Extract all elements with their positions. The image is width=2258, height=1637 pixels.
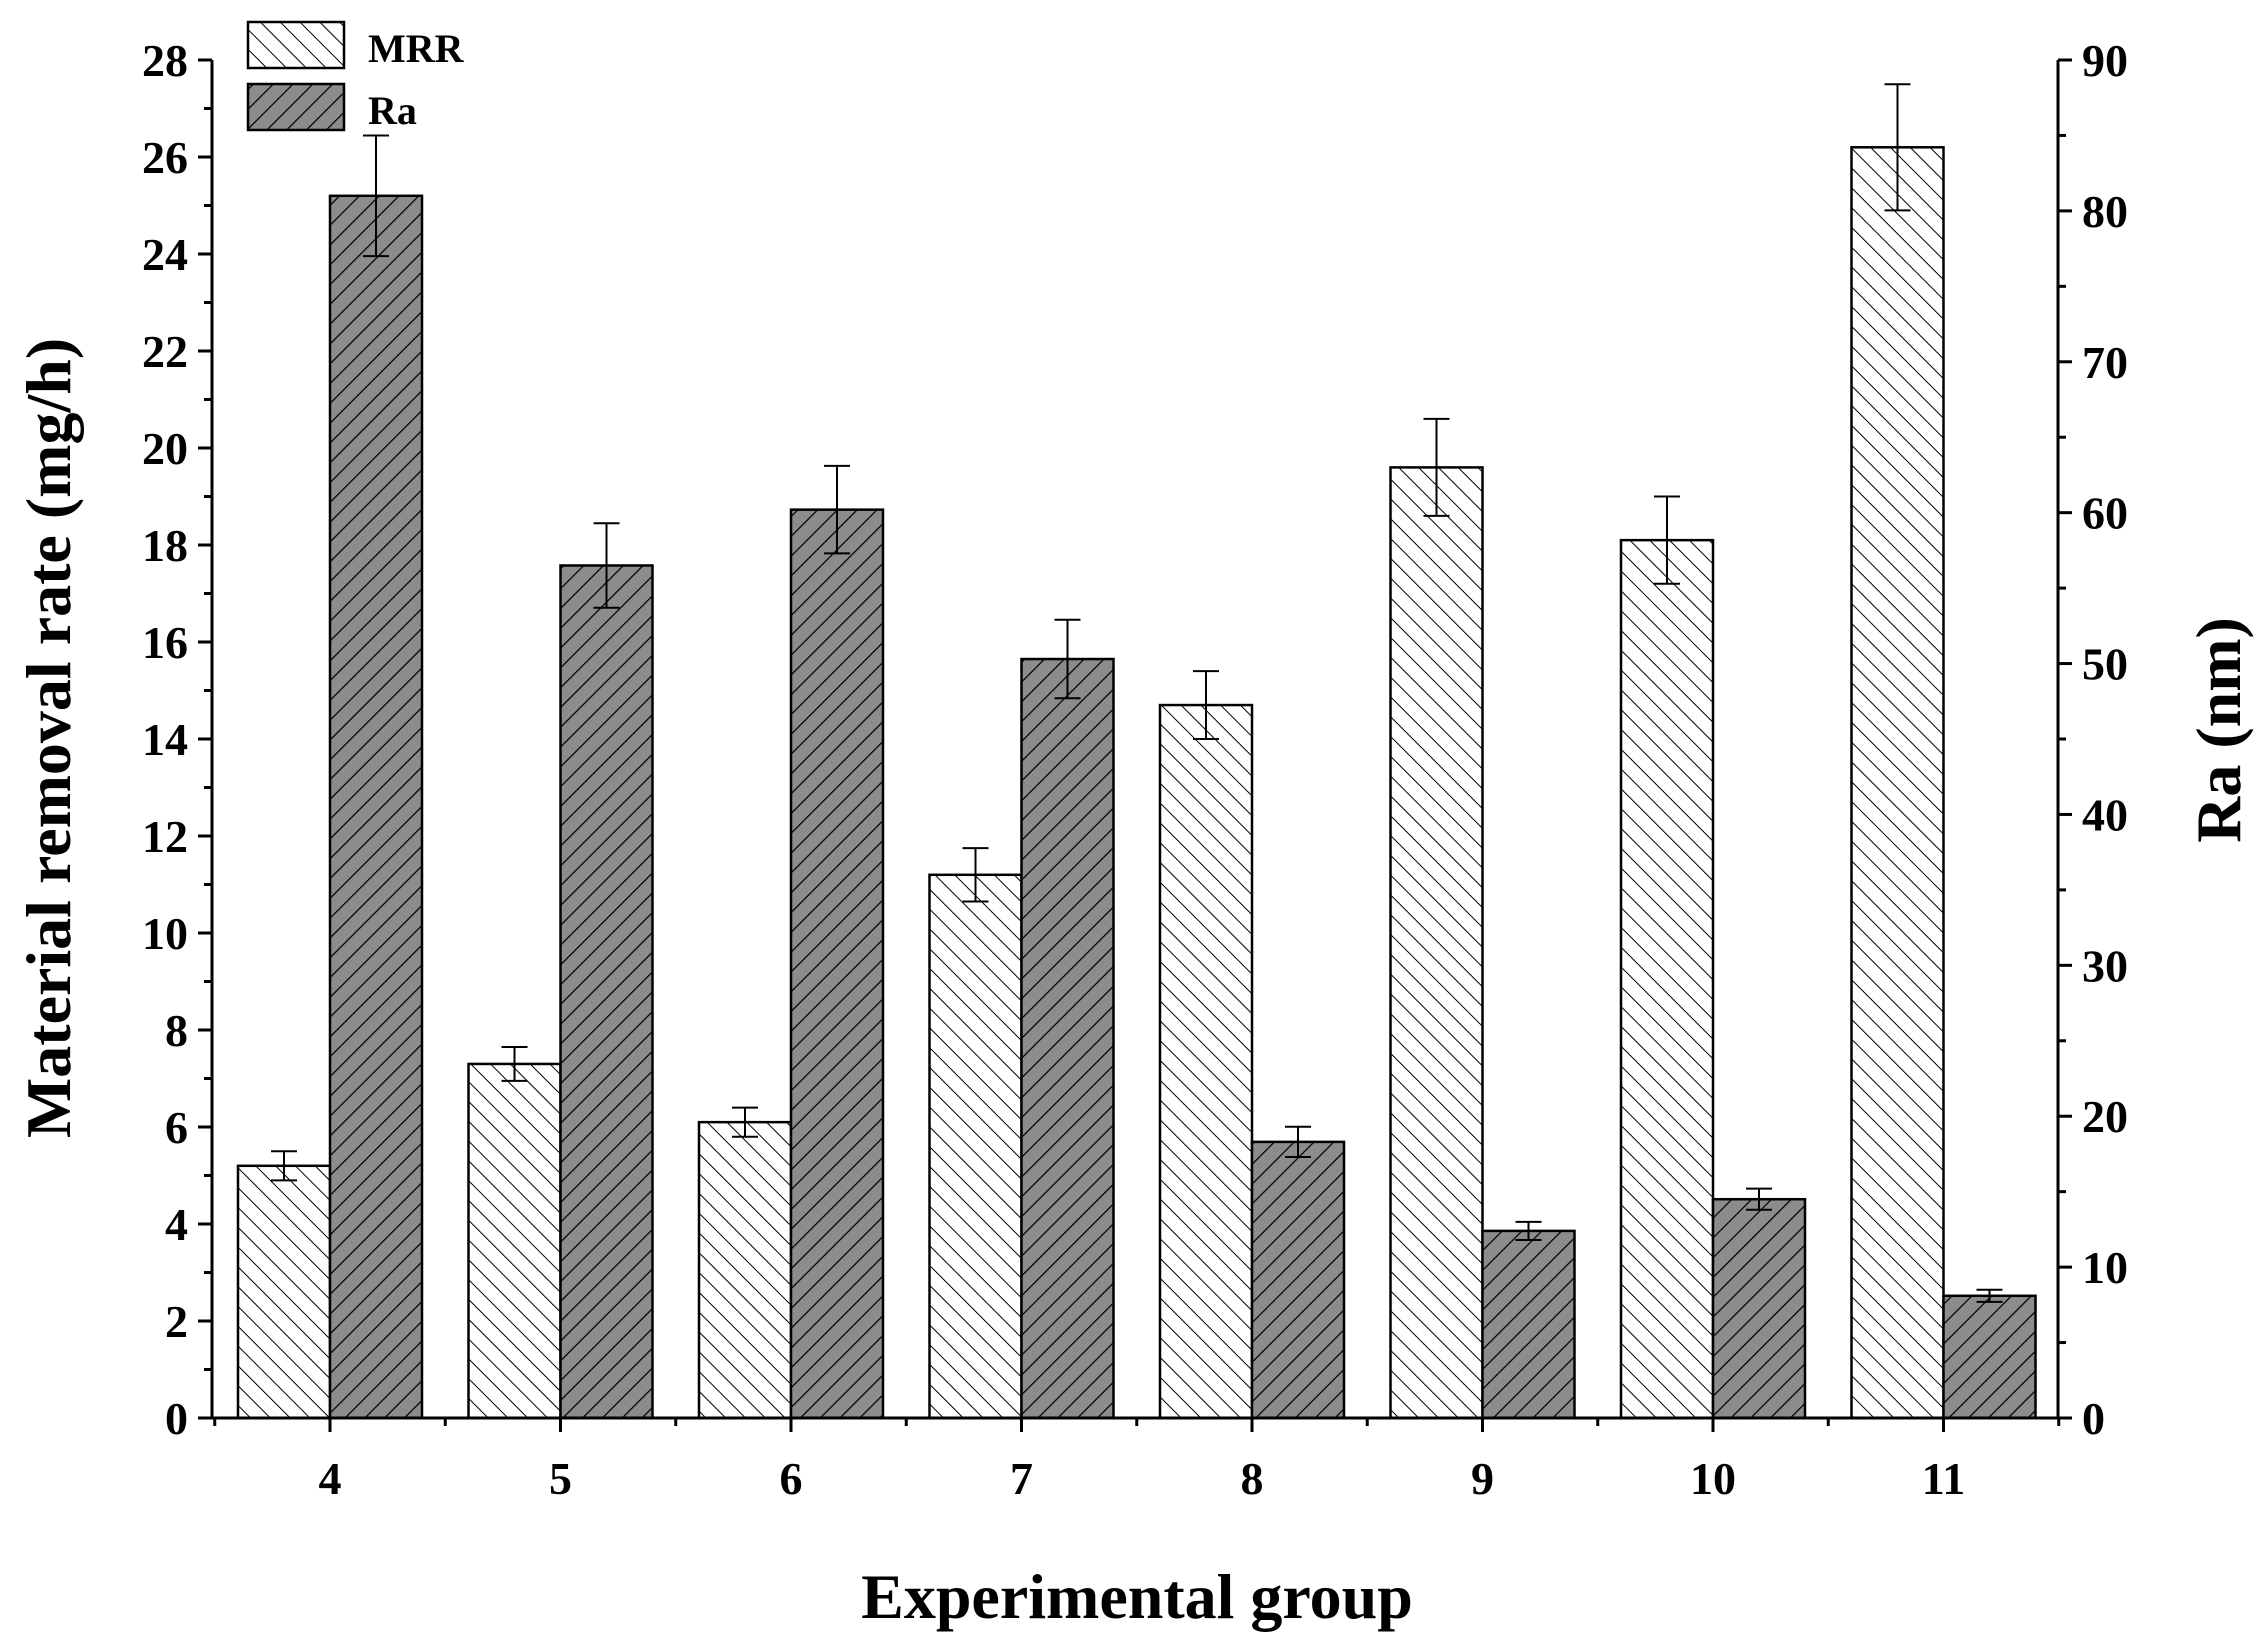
y-tick-label: 10 — [142, 908, 188, 959]
y2-axis-title: Ra (nm) — [2183, 617, 2254, 843]
y-tick-label: 0 — [165, 1393, 188, 1444]
y-tick-label: 18 — [142, 520, 188, 571]
legend-label-mrr: MRR — [368, 26, 465, 71]
y2-tick-label: 80 — [2082, 186, 2128, 237]
legend-swatch-mrr — [246, 20, 346, 70]
bar-ra-8 — [1250, 1140, 1346, 1420]
y-axis-title: Material removal rate (mg/h) — [13, 338, 84, 1138]
x-tick-label-6: 6 — [780, 1453, 803, 1504]
bar-ra-11 — [1942, 1294, 2037, 1420]
x-tick-label-9: 9 — [1471, 1453, 1494, 1504]
y2-tick-label: 30 — [2082, 940, 2128, 991]
y-tick-label: 16 — [142, 617, 188, 668]
y-tick-label: 20 — [142, 423, 188, 474]
legend-label-ra: Ra — [368, 88, 417, 133]
y-tick-label: 28 — [142, 35, 188, 86]
y2-tick-label: 90 — [2082, 35, 2128, 86]
bar-mrr-6 — [697, 1120, 793, 1420]
y-tick-label: 8 — [165, 1005, 188, 1056]
y-tick-label: 4 — [165, 1199, 188, 1250]
y2-tick-label: 50 — [2082, 639, 2128, 690]
y-tick-label: 26 — [142, 132, 188, 183]
y2-tick-label: 40 — [2082, 789, 2128, 840]
ticks-group: 4 5 6 7 8 9 10 11024681012141618202224262801020… — [142, 35, 2128, 1504]
bar-ra-4 — [328, 194, 424, 1420]
bar-ra-10 — [1711, 1197, 1807, 1420]
error-bars-group — [271, 83, 2003, 1303]
bar-mrr-5 — [467, 1062, 562, 1420]
bar-mrr-9 — [1389, 466, 1484, 1420]
bar-mrr-11 — [1850, 146, 1945, 1420]
y2-tick-label: 0 — [2082, 1393, 2105, 1444]
x-tick-label-11: 11 — [1922, 1453, 1965, 1504]
bar-ra-6 — [789, 508, 885, 1420]
y2-tick-label: 20 — [2082, 1091, 2128, 1142]
x-tick-label-5: 5 — [549, 1453, 572, 1504]
y2-tick-label: 10 — [2082, 1242, 2128, 1293]
bar-ra-9 — [1481, 1229, 1576, 1420]
bar-mrr-7 — [928, 873, 1023, 1420]
y-tick-label: 12 — [142, 811, 188, 862]
bar-mrr-4 — [236, 1164, 332, 1420]
x-tick-label-10: 10 — [1690, 1453, 1736, 1504]
bar-mrr-10 — [1619, 538, 1715, 1420]
y2-tick-label: 60 — [2082, 488, 2128, 539]
bar-ra-7 — [1020, 657, 1115, 1420]
y-tick-label: 22 — [142, 326, 188, 377]
y-tick-label: 24 — [142, 229, 188, 280]
bar-mrr-8 — [1158, 703, 1254, 1420]
y-tick-label: 6 — [165, 1102, 188, 1153]
y2-tick-label: 70 — [2082, 337, 2128, 388]
legend-swatch-ra — [246, 82, 346, 132]
x-tick-label-8: 8 — [1241, 1453, 1264, 1504]
x-tick-label-7: 7 — [1010, 1453, 1033, 1504]
y-tick-label: 14 — [142, 714, 188, 765]
legend: MRR Ra — [246, 20, 465, 133]
x-tick-label-4: 4 — [319, 1453, 342, 1504]
x-axis-title: Experimental group — [861, 1561, 1413, 1632]
bars-group — [236, 146, 2037, 1420]
y-tick-label: 2 — [165, 1296, 188, 1347]
bar-ra-5 — [559, 564, 654, 1420]
